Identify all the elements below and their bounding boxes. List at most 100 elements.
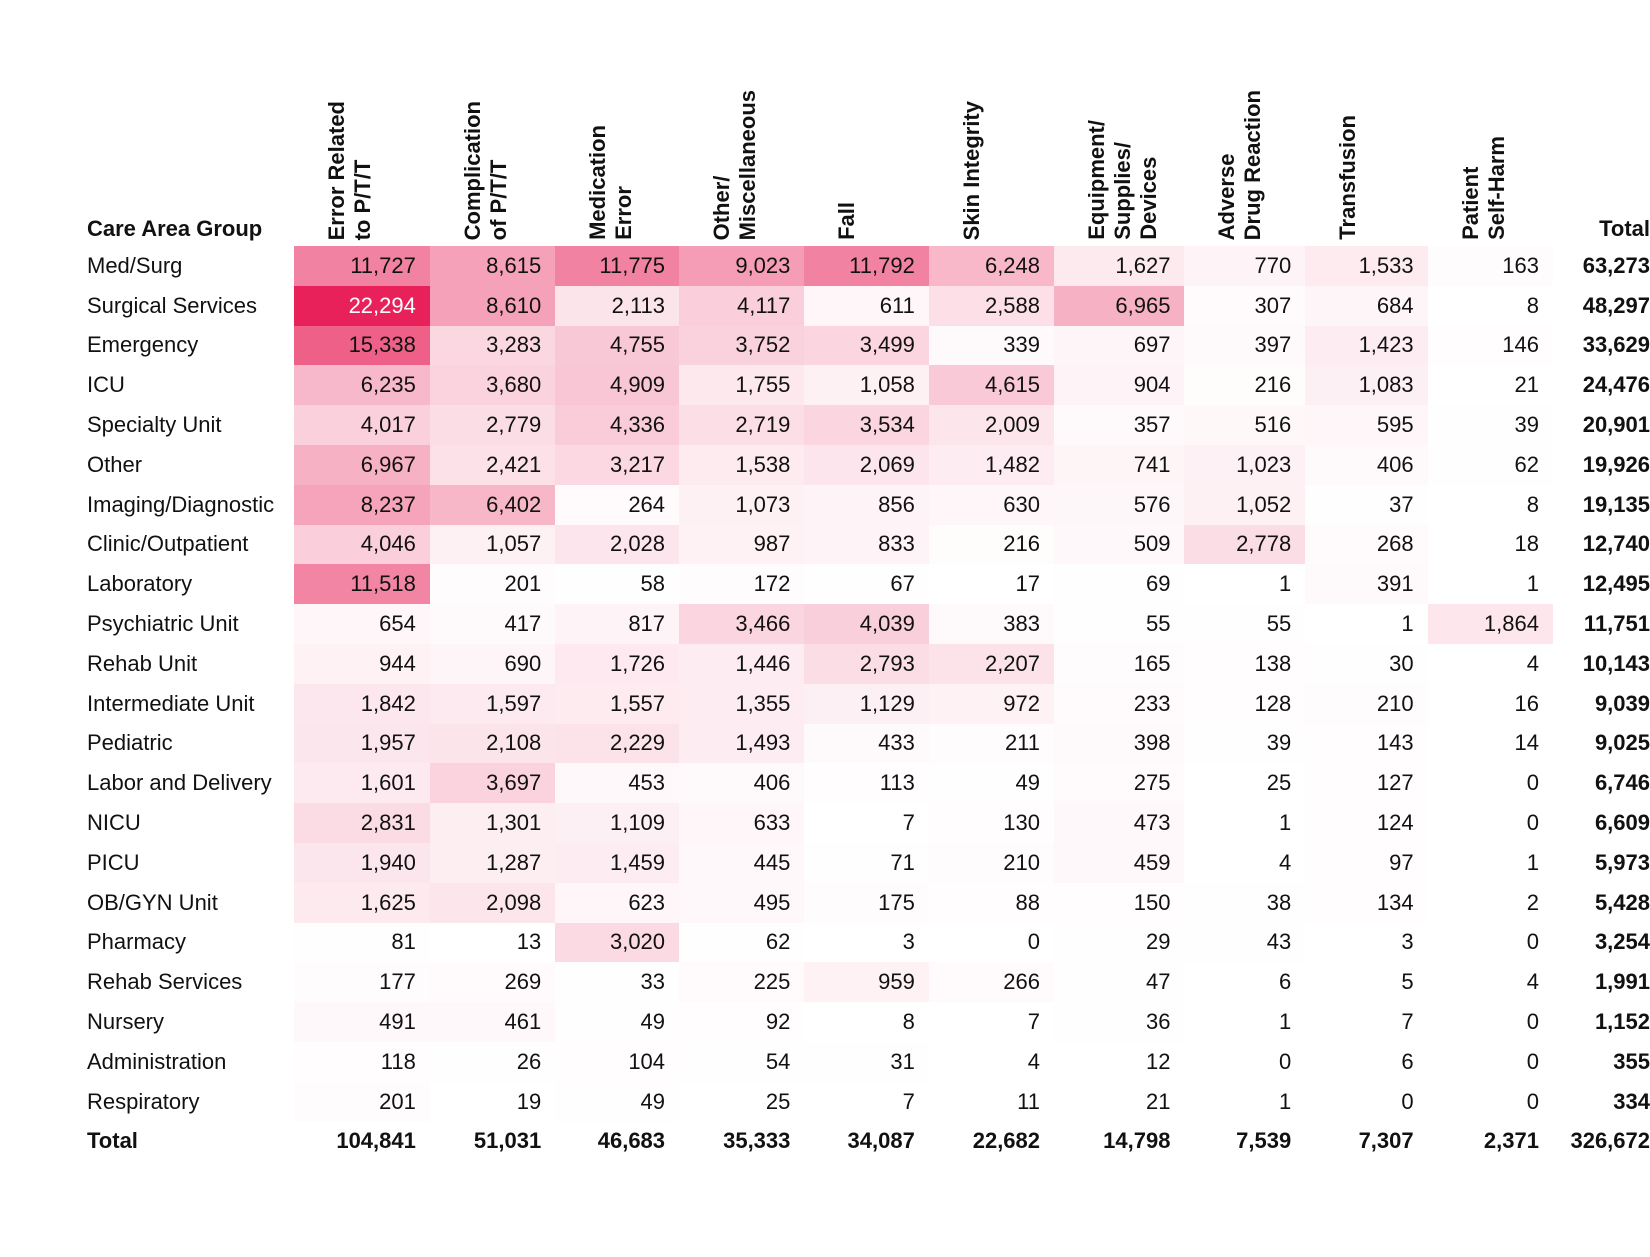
table-row: Imaging/Diagnostic 8,237 6,402 264 1,073 856 6… xyxy=(87,484,1650,525)
heatmap-cell: 143 xyxy=(1305,723,1428,764)
heatmap-cell: 817 xyxy=(555,604,680,644)
table-row: Other 6,967 2,421 3,217 1,538 2,069 1,482 741 1,… xyxy=(87,444,1650,485)
heatmap-cell: 67 xyxy=(804,564,929,605)
heatmap-cell: 4,909 xyxy=(555,365,680,406)
heatmap-cell: 11 xyxy=(928,1081,1055,1122)
heatmap-cell: 1,073 xyxy=(679,484,805,525)
column-header-label: Complication of P/T/T xyxy=(459,100,511,240)
heatmap-cell: 6 xyxy=(1184,962,1306,1003)
heatmap-cell: 0 xyxy=(1184,1041,1306,1082)
heatmap-cell: 4 xyxy=(1184,842,1306,883)
heatmap-cell: 2,778 xyxy=(1184,524,1306,565)
heatmap-cell: 55 xyxy=(1184,604,1306,644)
table-row: Respiratory 201 19 49 25 7 11 21 1 0 0 334 xyxy=(87,1081,1650,1122)
column-header: Fall xyxy=(804,60,928,246)
total-row-label: Total xyxy=(87,1128,138,1154)
heatmap-cell: 268 xyxy=(1305,524,1428,565)
heatmap-cell: 4 xyxy=(1427,643,1553,684)
heatmap-cell: 6,965 xyxy=(1054,285,1185,326)
table-row: Nursery 491 461 49 92 8 7 36 1 7 0 1,152 xyxy=(87,1002,1650,1042)
heatmap-cell: 339 xyxy=(928,325,1055,366)
heatmap-cell: 1,726 xyxy=(555,643,680,684)
heatmap-cell: 71 xyxy=(804,842,929,883)
heatmap-cell: 49 xyxy=(555,1002,680,1042)
heatmap-cell: 12 xyxy=(1054,1041,1185,1082)
heatmap-cell: 269 xyxy=(429,962,556,1003)
row-label: Intermediate Unit xyxy=(87,690,255,716)
heatmap-cell: 3,466 xyxy=(679,604,805,644)
heatmap-cell: 69 xyxy=(1054,564,1185,605)
heatmap-cell: 623 xyxy=(555,882,680,923)
row-label: Administration xyxy=(87,1048,227,1074)
row-total: 11,751 xyxy=(1583,611,1650,637)
heatmap-cell: 31 xyxy=(804,1041,929,1082)
heatmap-cell: 47 xyxy=(1054,962,1185,1003)
heatmap-cell: 633 xyxy=(679,803,805,843)
heatmap-cell: 1 xyxy=(1427,842,1553,883)
heatmap-cell: 495 xyxy=(679,882,805,923)
heatmap-cell: 2 xyxy=(1427,882,1553,923)
heatmap-cell: 1,864 xyxy=(1427,604,1553,644)
heatmap-cell: 0 xyxy=(1427,763,1553,804)
heatmap-cell: 770 xyxy=(1184,246,1306,286)
row-total: 334 xyxy=(1613,1088,1650,1114)
heatmap-cell: 6 xyxy=(1305,1041,1428,1082)
heatmap-cell: 58 xyxy=(555,564,680,605)
heatmap-cell: 1,627 xyxy=(1054,246,1185,286)
header-row: Care Area Group Error Related to P/T/T Com… xyxy=(87,60,1650,246)
heatmap-cell: 163 xyxy=(1427,246,1553,286)
heatmap-cell: 8,237 xyxy=(294,484,430,525)
heatmap-cell: 134 xyxy=(1305,882,1428,923)
row-total: 10,143 xyxy=(1582,650,1650,676)
row-label: Pharmacy xyxy=(87,929,187,955)
heatmap-cell: 8 xyxy=(1427,285,1553,326)
heatmap-cell: 461 xyxy=(429,1002,556,1042)
heatmap-cell: 4,017 xyxy=(294,405,430,445)
heatmap-cell: 210 xyxy=(1305,683,1428,724)
column-header: Other/Miscellaneous xyxy=(679,60,804,246)
heatmap-cell: 216 xyxy=(1184,365,1306,406)
heatmap-cell: 1,940 xyxy=(294,842,430,883)
heatmap-cell: 165 xyxy=(1054,643,1185,684)
heatmap-cell: 406 xyxy=(679,763,805,804)
heatmap-cell: 36 xyxy=(1054,1002,1185,1042)
table-row: Emergency 15,338 3,283 4,755 3,752 3,499 339 69… xyxy=(87,325,1650,366)
heatmap-cell: 1,533 xyxy=(1305,246,1428,286)
heatmap-cell: 357 xyxy=(1054,405,1185,445)
column-total: 51,031 xyxy=(473,1128,542,1154)
heatmap-cell: 264 xyxy=(555,484,680,525)
heatmap-cell: 904 xyxy=(1054,365,1185,406)
heatmap-cell: 684 xyxy=(1305,285,1428,326)
row-total: 6,609 xyxy=(1594,810,1650,836)
heatmap-cell: 509 xyxy=(1054,524,1185,565)
heatmap-cell: 233 xyxy=(1054,683,1185,724)
heatmap-cell: 433 xyxy=(804,723,929,764)
heatmap-cell: 2,719 xyxy=(679,405,805,445)
heatmap-cell: 2,098 xyxy=(429,882,556,923)
row-total: 3,254 xyxy=(1594,929,1650,955)
heatmap-cell: 6,967 xyxy=(294,444,430,485)
heatmap-cell: 49 xyxy=(555,1081,680,1122)
heatmap-cell: 81 xyxy=(294,922,430,963)
heatmap-cell: 944 xyxy=(294,643,430,684)
heatmap-cell: 3,020 xyxy=(555,922,680,963)
column-total: 2,371 xyxy=(1483,1128,1539,1154)
row-label: PICU xyxy=(87,849,140,875)
heatmap-cell: 417 xyxy=(429,604,556,644)
column-header-label: Fall xyxy=(834,202,860,240)
heatmap-cell: 130 xyxy=(928,803,1055,843)
column-total: 22,682 xyxy=(972,1128,1041,1154)
heatmap-cell: 175 xyxy=(804,882,929,923)
row-label: Pediatric xyxy=(87,730,173,756)
heatmap-cell: 201 xyxy=(429,564,556,605)
heatmap-cell: 856 xyxy=(804,484,929,525)
heatmap-cell: 2,588 xyxy=(928,285,1055,326)
heatmap-cell: 9,023 xyxy=(679,246,805,286)
heatmap-cell: 3 xyxy=(804,922,929,963)
table-row: Clinic/Outpatient 4,046 1,057 2,028 987 833 21… xyxy=(87,524,1650,565)
heatmap-cell: 2,421 xyxy=(429,444,556,485)
heatmap-cell: 127 xyxy=(1305,763,1428,804)
heatmap-cell: 4,755 xyxy=(555,325,680,366)
heatmap-cell: 453 xyxy=(555,763,680,804)
heatmap-cell: 62 xyxy=(1427,444,1553,485)
